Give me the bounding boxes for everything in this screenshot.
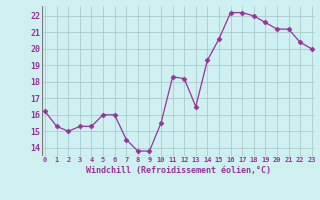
X-axis label: Windchill (Refroidissement éolien,°C): Windchill (Refroidissement éolien,°C) (86, 166, 271, 175)
